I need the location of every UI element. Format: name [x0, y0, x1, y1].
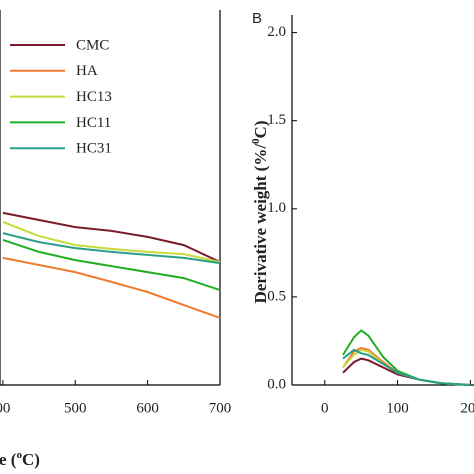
x-axis-label-part: e (: [0, 450, 17, 469]
y-axis-label-part: 0: [250, 138, 262, 144]
data-line: [342, 348, 471, 386]
panel-label: B: [252, 10, 262, 27]
data-line: [342, 357, 471, 386]
data-line: [2, 256, 221, 319]
legend-label: CMC: [76, 37, 109, 53]
data-line: [2, 238, 221, 292]
data-line: [2, 232, 221, 265]
x-tick-label: 700: [209, 400, 232, 416]
x-tick-label: 100: [386, 400, 409, 416]
y-tick-label: 0.5: [267, 288, 286, 304]
legend-label: HC13: [76, 89, 112, 105]
x-tick-label: 0: [321, 400, 329, 416]
data-line: [342, 348, 471, 386]
x-tick-label: 600: [136, 400, 159, 416]
legend-label: HC11: [76, 115, 111, 131]
x-tick-label: 00: [0, 400, 10, 416]
y-tick-label: 2.0: [267, 24, 286, 40]
x-tick-label: 500: [64, 400, 87, 416]
y-tick-label: 1.0: [267, 200, 286, 216]
data-line: [2, 211, 221, 263]
legend-label: HC31: [76, 141, 112, 157]
x-axis-label-part: C): [22, 450, 40, 469]
y-tick-label: 1.5: [267, 112, 286, 128]
y-tick-label: 0.0: [267, 376, 286, 392]
x-axis-label: e (oC): [0, 449, 40, 469]
legend-label: HA: [76, 63, 98, 79]
data-line: [2, 220, 221, 263]
y-axis-label-part: C): [251, 120, 270, 138]
x-tick-label: 20: [460, 400, 474, 416]
y-axis-label-part: Derivative weight (%/: [251, 144, 270, 304]
y-axis-label: Derivative weight (%/0C): [250, 120, 270, 303]
x-axis-label-part: o: [16, 449, 22, 461]
